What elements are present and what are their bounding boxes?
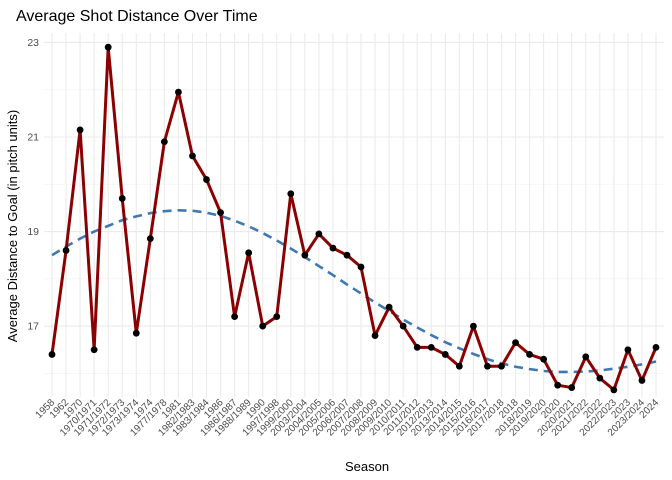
data-point <box>90 346 98 354</box>
data-point <box>62 247 70 254</box>
y-tick-label: 21 <box>27 132 39 144</box>
data-point <box>231 313 239 321</box>
data-point <box>484 362 491 370</box>
data-point <box>301 251 309 259</box>
data-point <box>540 355 548 363</box>
y-tick-label: 19 <box>27 226 39 238</box>
data-point <box>371 332 379 339</box>
data-point <box>568 384 576 391</box>
data-point <box>469 322 477 330</box>
data-point <box>638 377 646 384</box>
data-point <box>48 351 56 358</box>
data-point <box>427 343 435 351</box>
data-point <box>287 190 295 198</box>
data-point <box>132 329 140 337</box>
data-point <box>245 249 253 257</box>
data-point <box>498 362 505 370</box>
y-tick-label: 23 <box>27 37 39 49</box>
x-axis-ticks: 1958196219701970/19711971/19721972/19731… <box>34 397 662 439</box>
data-point <box>76 126 84 134</box>
data-point <box>610 386 618 394</box>
data-point <box>554 381 562 389</box>
chart-title: Average Shot Distance Over Time <box>16 8 258 25</box>
y-tick-label: 17 <box>27 321 39 333</box>
data-series-line <box>50 45 658 392</box>
data-point <box>526 351 533 358</box>
data-point <box>413 343 421 351</box>
y-axis-title: Average Distance to Goal (in pitch units… <box>5 110 20 342</box>
data-point <box>146 235 154 243</box>
data-point <box>329 244 337 252</box>
data-point <box>652 343 660 351</box>
data-point <box>441 351 449 358</box>
data-point <box>273 313 281 321</box>
grid <box>44 33 664 397</box>
data-point <box>357 263 365 271</box>
data-point <box>160 138 168 146</box>
data-point <box>385 303 393 311</box>
data-point <box>189 152 196 160</box>
data-point <box>217 209 224 217</box>
data-point <box>399 322 407 330</box>
data-point <box>259 322 267 330</box>
data-point <box>343 251 351 259</box>
data-point <box>104 43 112 51</box>
data-point <box>455 362 463 370</box>
y-axis-ticks: 17 19 21 23 <box>27 37 39 333</box>
data-point <box>175 88 182 96</box>
data-point <box>582 353 590 361</box>
data-point <box>512 339 519 347</box>
data-point <box>203 176 210 183</box>
data-point <box>624 346 632 354</box>
data-point <box>596 374 604 382</box>
data-point <box>118 195 126 202</box>
x-axis-title: Season <box>345 459 389 474</box>
series-layer <box>48 43 660 394</box>
data-point <box>315 230 323 238</box>
